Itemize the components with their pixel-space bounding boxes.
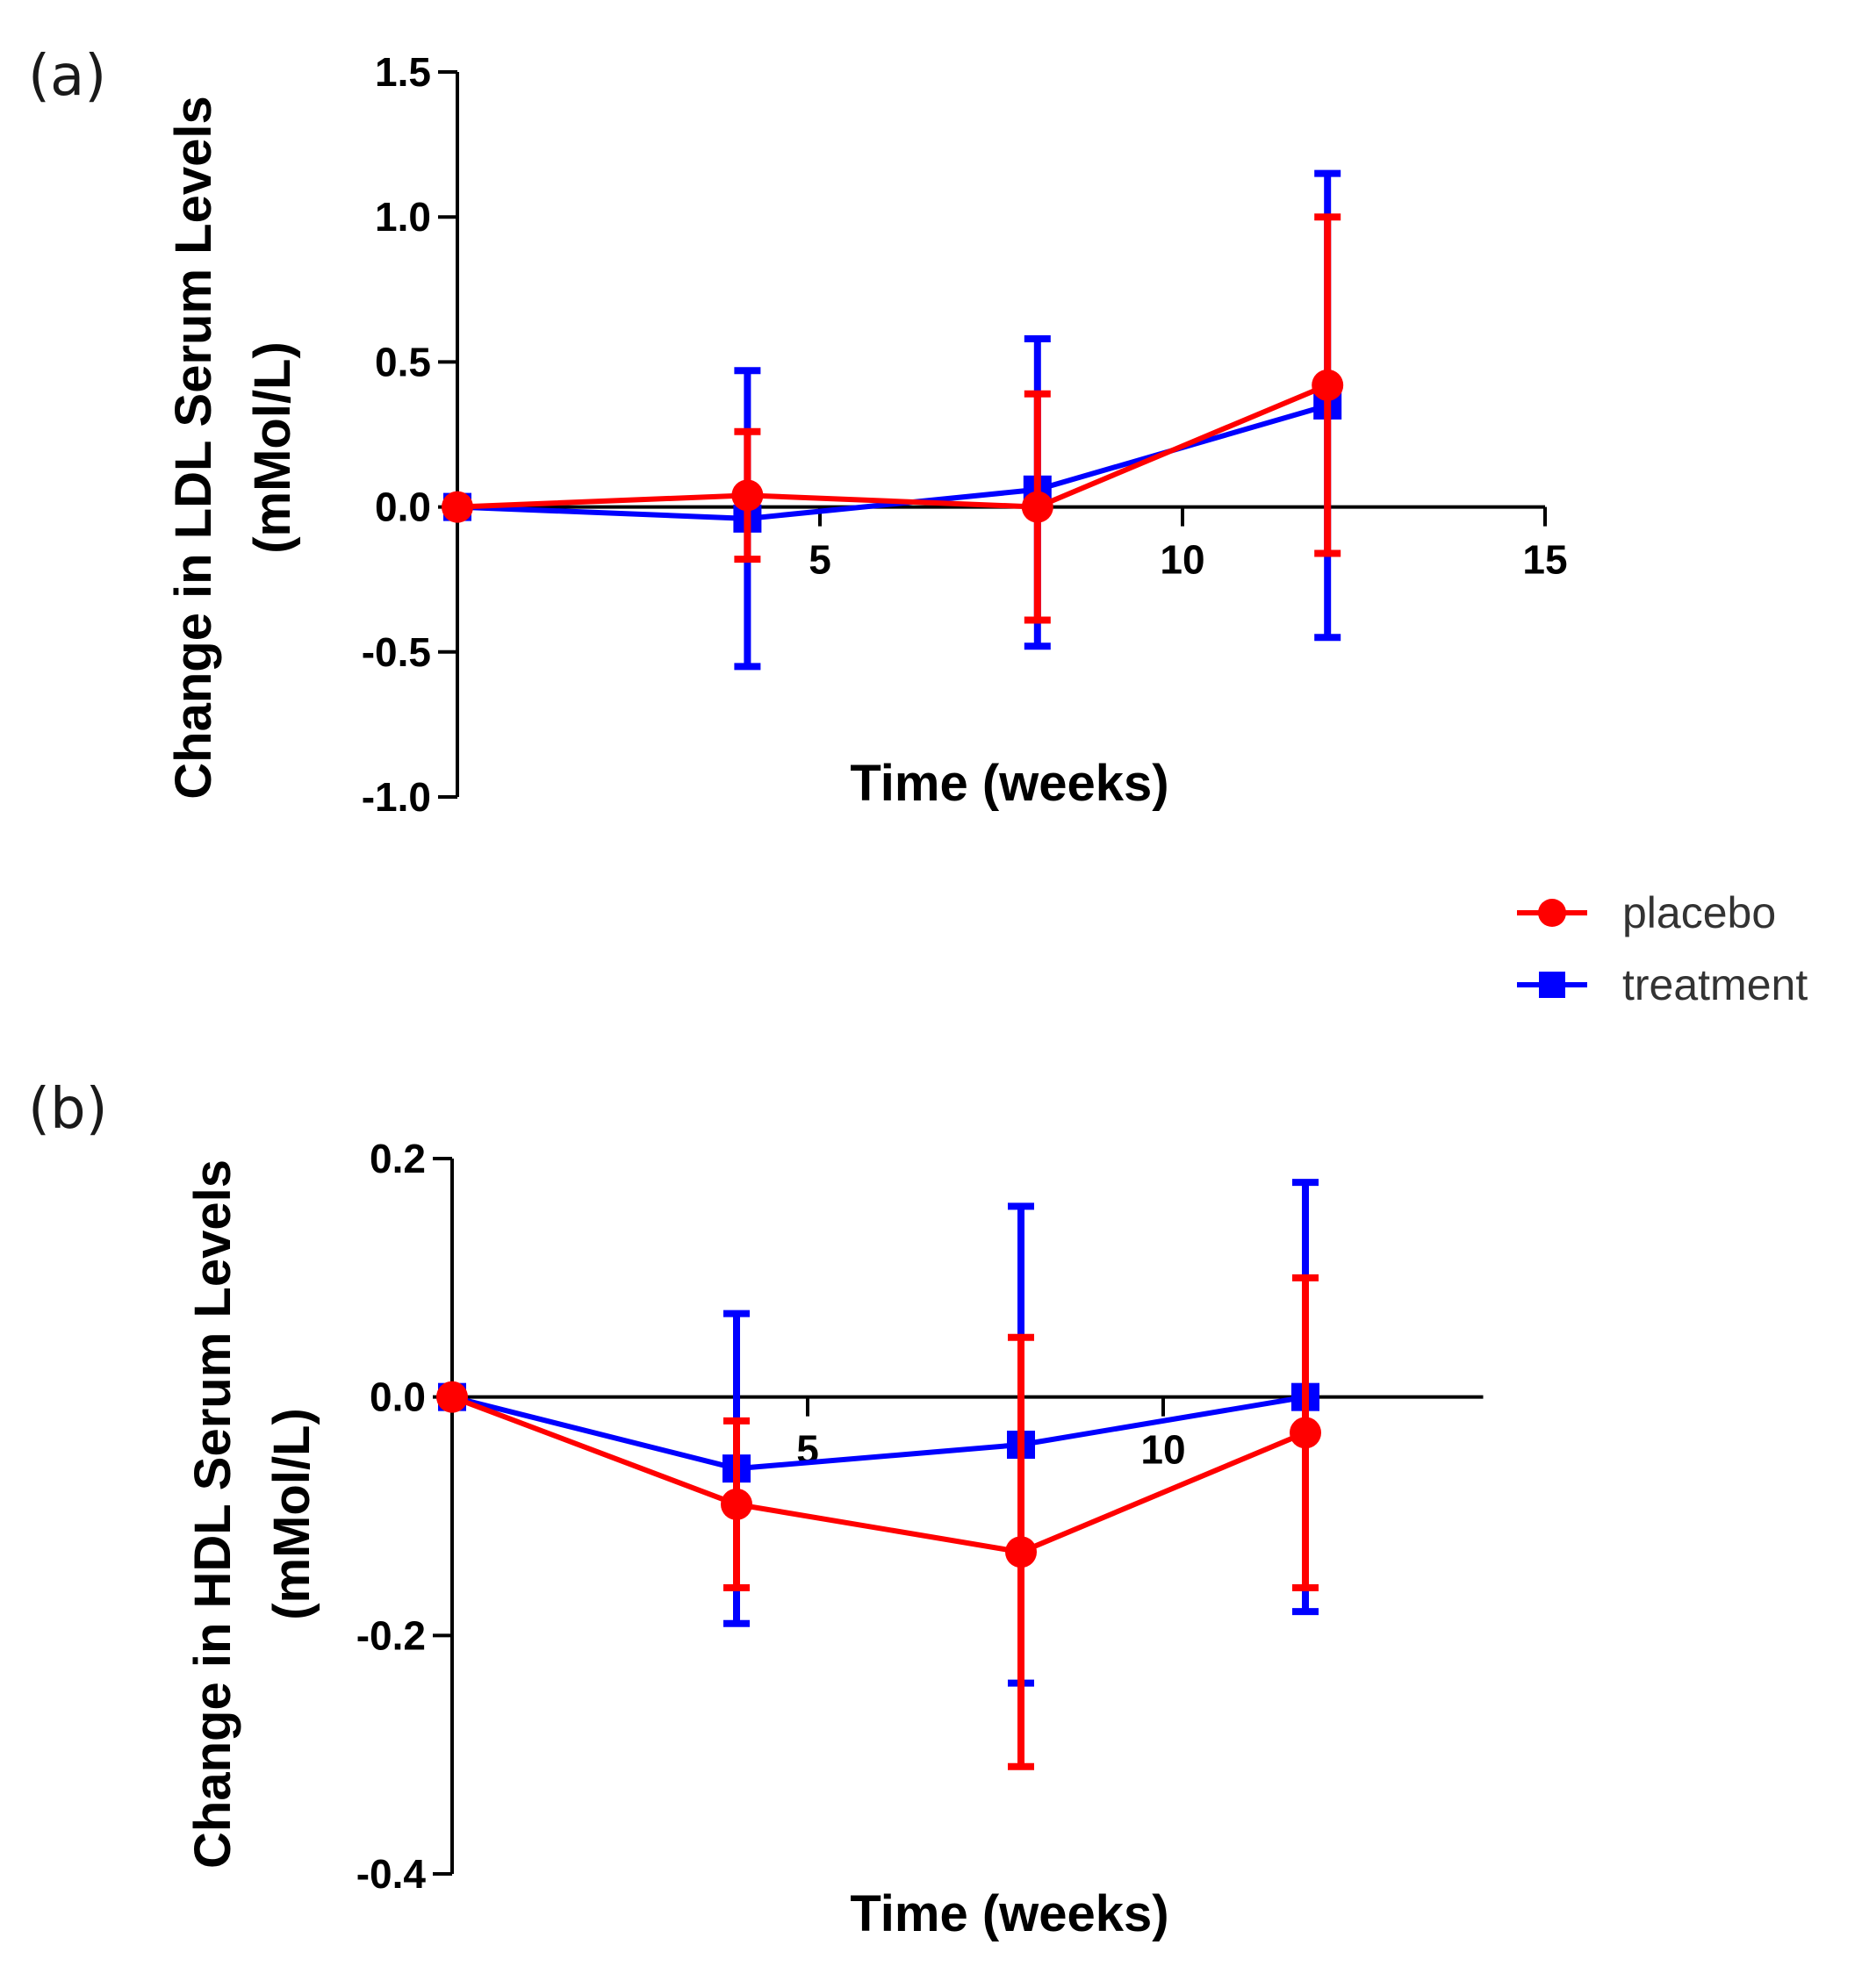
legend-item-treatment: treatment	[1517, 960, 1808, 1009]
x-axis-title: Time (weeks)	[850, 755, 1168, 812]
placebo-point	[1005, 1536, 1037, 1568]
series-placebo	[442, 213, 1344, 624]
y-tick-label: -1.0	[362, 774, 431, 820]
placebo-point	[731, 479, 764, 512]
placebo-point	[442, 491, 473, 523]
y-tick-label: 0.0	[375, 484, 431, 530]
y-axis-title-line2: (mMol/L)	[244, 341, 301, 554]
legend-label: placebo	[1622, 888, 1776, 937]
treatment-line	[451, 1394, 1306, 1472]
y-tick-label: 0.2	[370, 1136, 426, 1181]
x-tick-label: 10	[1160, 537, 1204, 583]
y-tick-label: 1.5	[375, 49, 431, 95]
y-tick-label: -0.5	[362, 629, 431, 675]
y-axis-title-line2: (mMol/L)	[263, 1408, 320, 1620]
legend-label: treatment	[1622, 960, 1808, 1009]
panel-label: (b)	[28, 1077, 108, 1142]
placebo-point	[1290, 1417, 1321, 1449]
x-tick-label: 5	[809, 537, 831, 583]
placebo-point	[436, 1381, 468, 1413]
panel-a: (a) 1.5 1.0 0.5 0.0 -0.5 -1.0 5 10 15 Time (weeks)…	[28, 44, 1568, 820]
y-axis-title-line1: Change in HDL Serum Levels	[184, 1159, 241, 1869]
y-tick-label: -0.2	[356, 1612, 426, 1658]
panel-label: (a)	[28, 44, 106, 109]
legend-item-placebo: placebo	[1517, 888, 1776, 937]
series-treatment	[438, 1179, 1319, 1687]
legend-marker-circle	[1538, 899, 1566, 927]
series-treatment	[443, 169, 1342, 671]
y-axis-title-line1: Change in LDL Serum Levels	[165, 96, 222, 799]
y-tick-label: 0.0	[370, 1374, 426, 1420]
placebo-point	[721, 1488, 752, 1520]
x-tick-label: 15	[1522, 537, 1567, 583]
placebo-line	[456, 383, 1329, 510]
placebo-line	[450, 1394, 1307, 1555]
placebo-point	[1021, 491, 1053, 523]
y-tick-label: -0.4	[356, 1851, 427, 1897]
y-tick-label: 1.0	[375, 194, 431, 240]
x-tick-label: 10	[1140, 1427, 1185, 1473]
placebo-point	[1312, 369, 1344, 401]
legend-marker-square	[1539, 972, 1565, 998]
y-tick-label: 0.5	[375, 339, 431, 384]
x-axis-title: Time (weeks)	[850, 1885, 1168, 1942]
legend: placebo treatment	[1517, 888, 1808, 1009]
series-placebo	[436, 1274, 1321, 1770]
